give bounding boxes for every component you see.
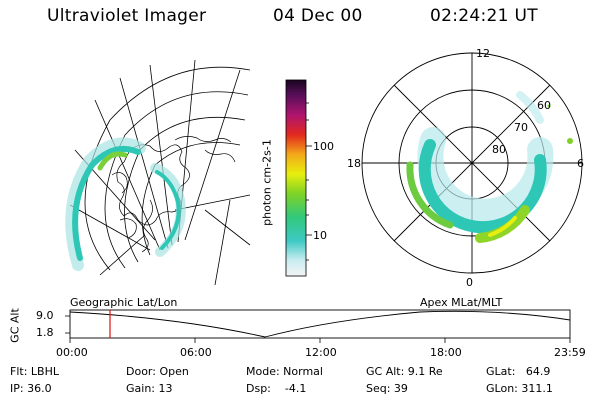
polar-mlt-18: 18 [347,157,361,170]
seq-readout: Seq: 39 [366,382,408,395]
polar-mlt-0: 0 [466,276,473,289]
colorbar-unit-label: photon cm-2s-1 [260,139,274,226]
time-label: 02:24:21 UT [430,6,538,26]
aurora-geographic [65,137,186,271]
timeline-ticks [65,315,571,343]
orbit-timeline [69,309,571,339]
timeline-xtick-0000: 00:00 [56,346,88,359]
timeline-xtick-1200: 12:00 [305,346,337,359]
polar-lat-60: 60 [537,99,551,112]
instrument-title: Ultraviolet Imager [47,6,207,26]
colorbar [285,79,307,277]
timeline-ytick-9: 9.0 [36,309,54,322]
gain-readout: Gain: 13 [126,382,173,395]
altitude-curve [69,310,571,338]
timeline-xtick-2359: 23:59 [554,346,586,359]
timeline-ytick-1.8: 1.8 [36,326,54,339]
satellite-marker [567,138,573,144]
polar-lat-70: 70 [514,121,528,134]
timeline-right-title: Apex MLat/MLT [420,296,503,309]
aurora-polar [406,91,554,243]
polar-lat-80: 80 [492,143,506,156]
glon-readout: GLon: 311.1 [486,382,553,395]
colorbar-tick-100: 100 [313,140,334,153]
timeline-xtick-0600: 06:00 [180,346,212,359]
globe-limb [84,66,251,271]
colorbar-ticks [306,102,312,261]
door-readout: Door: Open [126,365,189,378]
mode-readout: Mode: Normal [246,365,323,378]
filter-readout: Flt: LBHL [10,365,59,378]
polar-mlt-12: 12 [476,47,490,60]
date-label: 04 Dec 00 [273,6,363,26]
dsp-readout: Dsp: -4.1 [246,382,307,395]
colorbar-tick-10: 10 [313,229,327,242]
glat-readout: GLat: 64.9 [486,365,551,378]
polar-mlt-6: 6 [577,157,584,170]
gc-alt-readout: GC Alt: 9.1 Re [366,365,443,378]
timeline-left-title: Geographic Lat/Lon [70,296,178,309]
timeline-ylabel: GC Alt [8,308,22,343]
timeline-xtick-1800: 18:00 [430,346,462,359]
ip-readout: IP: 36.0 [10,382,52,395]
